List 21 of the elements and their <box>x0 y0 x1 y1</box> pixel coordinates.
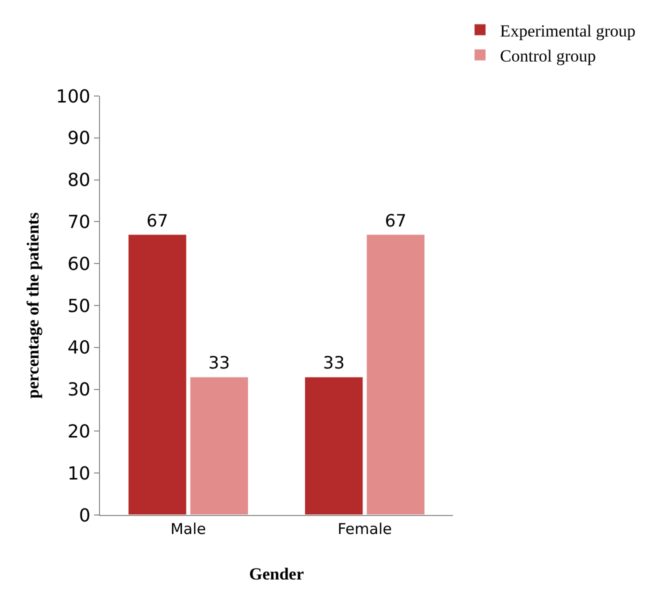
x-axis-title: Gender <box>249 564 304 584</box>
y-tick-label: 60 <box>67 254 90 275</box>
y-tick-label: 70 <box>67 212 90 233</box>
legend-label: Control group <box>500 46 596 66</box>
y-tick-label: 90 <box>67 128 90 150</box>
x-tick-label: Male <box>170 520 206 538</box>
data-label: 33 <box>208 354 230 374</box>
y-tick-label: 50 <box>67 296 90 317</box>
y-tick-label: 30 <box>67 380 90 401</box>
data-label: 33 <box>323 354 345 374</box>
y-tick-label: 0 <box>78 505 90 526</box>
data-label: 67 <box>146 211 168 232</box>
legend-label: Experimental group <box>500 21 636 40</box>
y-tick-label: 20 <box>67 422 90 442</box>
data-label: 67 <box>384 211 406 232</box>
y-tick-label: 40 <box>67 338 90 359</box>
y-tick-label: 10 <box>67 463 90 484</box>
y-tick-label: 100 <box>56 86 90 108</box>
x-tick-label: Female <box>338 520 392 538</box>
y-axis-title: percentage of the patients <box>24 212 43 399</box>
y-tick-label: 80 <box>67 170 90 192</box>
